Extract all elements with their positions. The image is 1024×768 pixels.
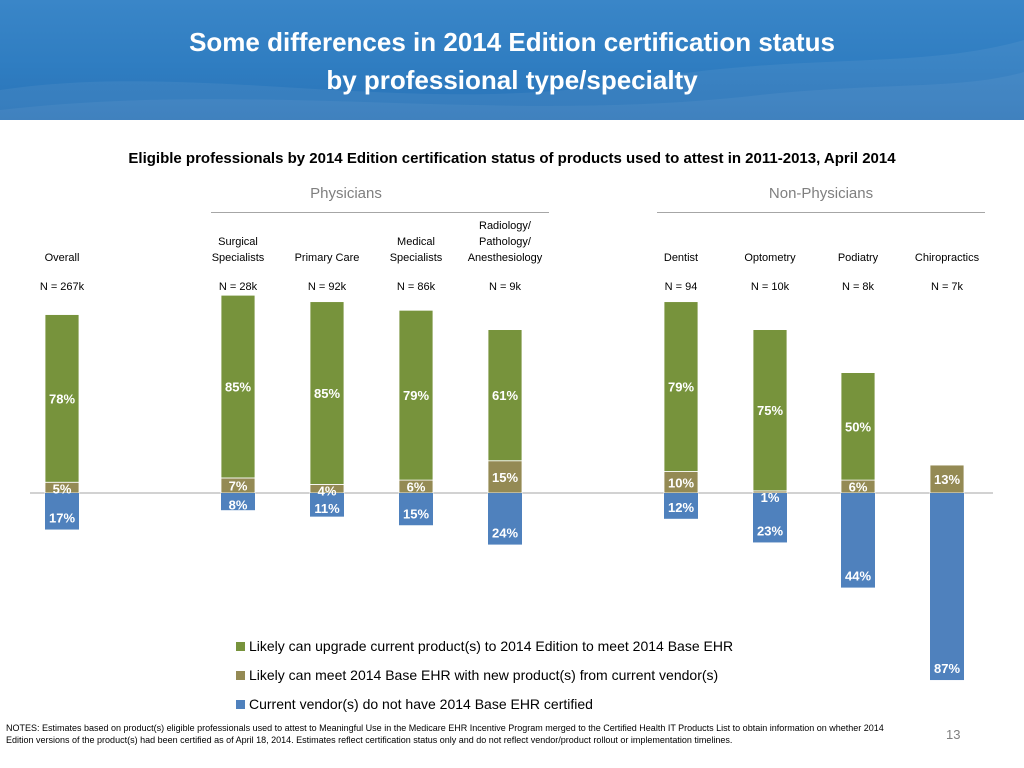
group-line-non-physicians: [657, 212, 985, 213]
bar-segment-upgrade: [220, 294, 256, 479]
category-label: Chiropractics: [897, 218, 997, 266]
chart-title: Eligible professionals by 2014 Edition c…: [128, 150, 896, 167]
bar-segment-upgrade: [309, 301, 345, 485]
data-label-upgrade: 79%: [403, 388, 429, 403]
category-label-line: Primary Care: [294, 252, 360, 264]
bar-segment-not-certified: [45, 493, 79, 530]
category-label: Primary Care: [277, 218, 377, 266]
bar-segment-upgrade: [840, 372, 876, 481]
data-label-upgrade: 61%: [492, 388, 518, 403]
data-label-new-product: 13%: [934, 472, 960, 487]
data-label-new-product: 7%: [229, 478, 248, 493]
category-label-line: Specialists: [389, 252, 443, 264]
sample-size-label: N = 94: [664, 281, 698, 293]
data-label-new-product: 6%: [407, 480, 426, 495]
legend-swatch-blue: [236, 699, 245, 709]
sample-size-label: N = 10k: [750, 281, 790, 293]
data-label-not-certified: 11%: [314, 501, 340, 516]
slide-notes: NOTES: Estimates based on product(s) eli…: [6, 723, 884, 745]
slide-title-line-1: Some differences in 2014 Edition certifi…: [189, 27, 835, 57]
bar-segment-not-certified: [753, 493, 787, 543]
legend-swatch-brown: [236, 670, 245, 680]
slide-header: Some differences in 2014 Edition certifi…: [0, 0, 1024, 120]
data-label-not-certified: 8%: [229, 498, 248, 513]
category-label-line: Medical: [397, 236, 435, 248]
category-label-line: Overall: [44, 252, 80, 264]
data-label-new-product: 10%: [668, 475, 694, 490]
category-label-line: Specialists: [211, 252, 265, 264]
category-label: Podiatry: [808, 218, 908, 266]
chart-legend: Likely can upgrade current product(s) to…: [236, 636, 733, 723]
data-label-upgrade: 85%: [314, 386, 340, 401]
sample-size-label: N = 86k: [396, 281, 436, 293]
stacked-bar-chart: 78% 5% 17% 85% 7% 8% 85% 4% 11% 79% 6% 15% 61% 15% 24%…: [30, 294, 993, 681]
category-label: Radiology/Pathology/Anesthesiology: [455, 218, 555, 266]
legend-item-upgrade: Likely can upgrade current product(s) to…: [236, 636, 733, 656]
bar-segment-not-certified: [841, 493, 875, 588]
bar-segment-upgrade: [752, 329, 788, 492]
bar-segment-not-certified: [399, 493, 433, 526]
category-label-line: Podiatry: [837, 252, 879, 264]
bar-segment-upgrade: [44, 314, 80, 483]
bar-segment-upgrade: [487, 329, 523, 462]
sample-size-label: N = 92k: [307, 281, 347, 293]
slide-title-line-2: by professional type/specialty: [326, 65, 698, 95]
data-label-not-certified: 24%: [492, 526, 518, 541]
data-label-new-product: 15%: [492, 470, 518, 485]
data-label-upgrade: 75%: [757, 403, 783, 418]
bar-segment-new-product: [929, 464, 965, 494]
page-number: 13: [946, 727, 961, 742]
category-label-line: Optometry: [744, 252, 796, 264]
data-label-new-product: 5%: [53, 481, 72, 496]
data-label-upgrade: 78%: [49, 391, 75, 406]
category-label-line: Radiology/: [479, 220, 531, 232]
category-label-line: Anesthesiology: [467, 252, 543, 264]
data-label-not-certified: 87%: [934, 661, 960, 676]
legend-label-new-product: Likely can meet 2014 Base EHR with new p…: [249, 667, 719, 683]
category-label-line: Surgical: [218, 236, 258, 248]
group-label-physicians: Physicians: [310, 185, 382, 202]
header-wave-decoration: [0, 40, 1024, 120]
category-label-line: Chiropractics: [914, 252, 980, 264]
sample-size-label: N = 267k: [39, 281, 85, 293]
legend-swatch-green: [236, 641, 245, 651]
category-label: Overall: [12, 218, 112, 266]
sample-size-label: N = 28k: [218, 281, 258, 293]
bar-segment-not-certified: [221, 493, 255, 511]
group-label-non-physicians: Non-Physicians: [768, 185, 874, 202]
category-label-line: Dentist: [663, 252, 699, 264]
data-label-new-product: 6%: [849, 480, 868, 495]
data-label-new-product: 4%: [318, 483, 337, 498]
legend-label-upgrade: Likely can upgrade current product(s) to…: [249, 638, 734, 654]
data-label-upgrade: 79%: [668, 380, 694, 395]
data-label-not-certified: 23%: [757, 523, 783, 538]
data-label-not-certified: 15%: [403, 506, 429, 521]
data-label-new-product: 1%: [761, 490, 780, 505]
bar-segment-upgrade: [663, 301, 699, 472]
group-line-physicians: [211, 212, 549, 213]
bar-segment-upgrade: [398, 309, 434, 481]
category-label: Dentist: [631, 218, 731, 266]
data-label-upgrade: 50%: [845, 419, 871, 434]
bar-segment-not-certified: [930, 493, 964, 681]
data-label-not-certified: 44%: [845, 569, 871, 584]
legend-label-not-certified: Current vendor(s) do not have 2014 Base …: [249, 696, 593, 712]
bar-segment-not-certified: [664, 493, 698, 519]
data-label-not-certified: 17%: [49, 511, 75, 526]
data-label-not-certified: 12%: [668, 500, 694, 515]
data-label-upgrade: 85%: [225, 380, 251, 395]
bar-segment-not-certified: [310, 493, 344, 517]
sample-size-label: N = 9k: [488, 281, 522, 293]
category-label-line: Pathology/: [479, 236, 531, 248]
category-label: Surgical Specialists: [188, 218, 288, 266]
legend-item-new-product: Likely can meet 2014 Base EHR with new p…: [236, 665, 733, 685]
category-label: Medical Specialists: [366, 218, 466, 266]
category-label: Optometry: [720, 218, 820, 266]
sample-size-label: N = 8k: [841, 281, 875, 293]
sample-size-label: N = 7k: [930, 281, 964, 293]
bar-segment-not-certified: [488, 493, 522, 545]
legend-item-not-certified: Current vendor(s) do not have 2014 Base …: [236, 694, 733, 714]
